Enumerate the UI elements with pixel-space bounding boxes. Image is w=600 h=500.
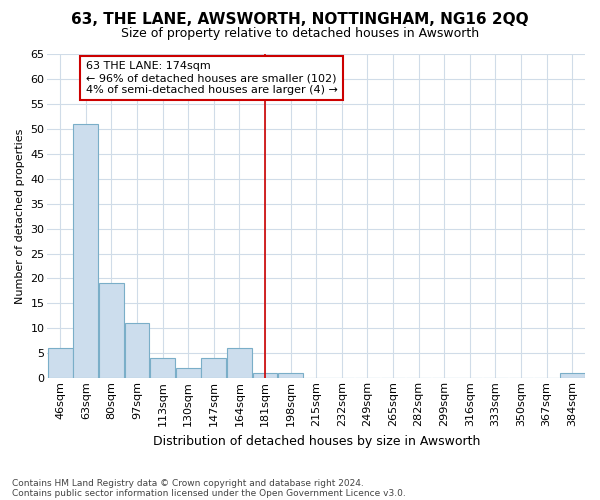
X-axis label: Distribution of detached houses by size in Awsworth: Distribution of detached houses by size … bbox=[152, 434, 480, 448]
Bar bbox=[202, 358, 226, 378]
Text: Contains public sector information licensed under the Open Government Licence v3: Contains public sector information licen… bbox=[12, 488, 406, 498]
Bar bbox=[253, 374, 277, 378]
Bar bbox=[278, 374, 303, 378]
Y-axis label: Number of detached properties: Number of detached properties bbox=[15, 128, 25, 304]
Bar bbox=[150, 358, 175, 378]
Bar bbox=[176, 368, 200, 378]
Bar bbox=[73, 124, 98, 378]
Bar bbox=[560, 374, 584, 378]
Bar bbox=[99, 284, 124, 378]
Bar bbox=[48, 348, 73, 378]
Text: Contains HM Land Registry data © Crown copyright and database right 2024.: Contains HM Land Registry data © Crown c… bbox=[12, 478, 364, 488]
Bar bbox=[227, 348, 252, 378]
Text: Size of property relative to detached houses in Awsworth: Size of property relative to detached ho… bbox=[121, 28, 479, 40]
Bar bbox=[125, 324, 149, 378]
Text: 63 THE LANE: 174sqm
← 96% of detached houses are smaller (102)
4% of semi-detach: 63 THE LANE: 174sqm ← 96% of detached ho… bbox=[86, 62, 338, 94]
Text: 63, THE LANE, AWSWORTH, NOTTINGHAM, NG16 2QQ: 63, THE LANE, AWSWORTH, NOTTINGHAM, NG16… bbox=[71, 12, 529, 28]
